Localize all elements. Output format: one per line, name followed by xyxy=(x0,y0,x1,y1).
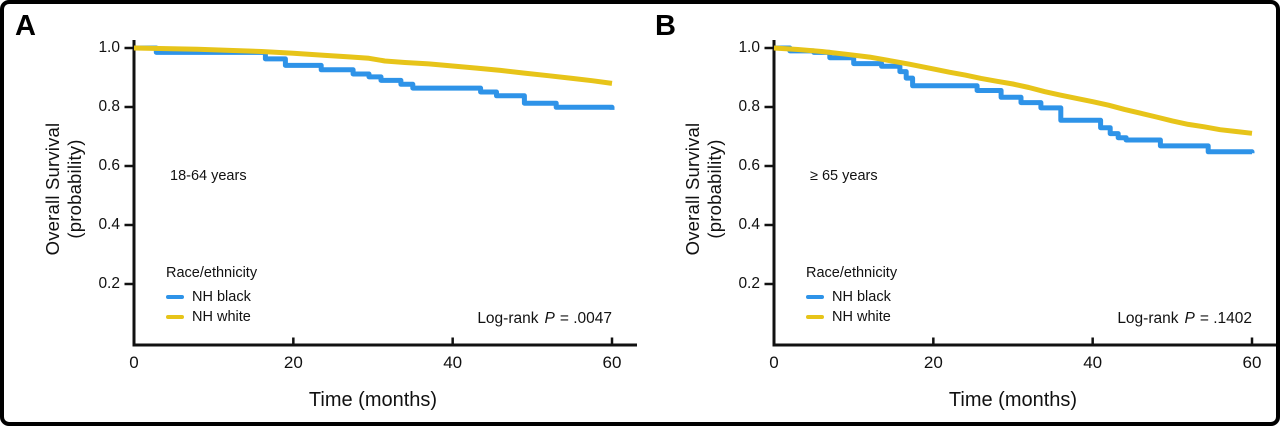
x-tick-label: 0 xyxy=(769,353,779,372)
x-tick-label: 40 xyxy=(1083,353,1103,372)
y-tick-label: 0.6 xyxy=(98,157,120,174)
legend-title: Race/ethnicity xyxy=(166,265,258,281)
curve-nh-black xyxy=(774,45,1255,155)
panel-a-plot xyxy=(124,40,637,347)
legend-rows: NH black NH white xyxy=(166,287,257,327)
curve-nh-white xyxy=(773,45,1253,136)
panel-b-label: B xyxy=(655,10,676,42)
panel-b: B Overall Survival (probability) ≥ 65 ye… xyxy=(644,4,1276,422)
y-tick-label: 0.6 xyxy=(738,157,760,174)
logrank-stat: Log-rank P = .1402 xyxy=(774,310,1252,328)
curve-nh-black xyxy=(134,45,615,110)
legend-swatch-nh-black xyxy=(806,294,824,300)
x-axis-title: Time (months) xyxy=(308,389,438,411)
logrank-p-symbol: P xyxy=(1184,310,1195,327)
y-tick-label: 0.2 xyxy=(738,275,760,292)
y-tick-label: 1.0 xyxy=(98,39,120,56)
curve-nh-white xyxy=(133,45,613,86)
legend-swatch-nh-white xyxy=(806,314,824,320)
legend-item-nh-white: NH white xyxy=(166,307,257,327)
legend-swatch-nh-black xyxy=(166,294,184,300)
legend-item-nh-black: NH black xyxy=(806,287,897,307)
panel-a: A Overall Survival (probability) 18-64 y… xyxy=(4,4,644,422)
x-tick-label: 20 xyxy=(283,353,303,372)
panel-b-plot xyxy=(764,40,1276,347)
logrank-label: Log-rank xyxy=(477,310,539,327)
legend-item-nh-white: NH white xyxy=(806,307,897,327)
legend-swatch-nh-white xyxy=(166,314,184,320)
logrank-label: Log-rank xyxy=(1117,310,1179,327)
y-tick-label: 0.4 xyxy=(738,216,760,233)
logrank-stat: Log-rank P = .0047 xyxy=(134,310,612,328)
panel-a-label: A xyxy=(15,10,36,42)
x-axis-title: Time (months) xyxy=(948,389,1078,411)
age-group-annotation: 18-64 years xyxy=(170,168,247,184)
y-tick-label: 1.0 xyxy=(738,39,760,56)
y-tick-label: 0.2 xyxy=(98,275,120,292)
x-tick-label: 60 xyxy=(602,353,622,372)
x-tick-label: 20 xyxy=(923,353,943,372)
y-tick-label: 0.8 xyxy=(738,98,760,115)
y-axis-title: Overall Survival (probability) xyxy=(682,122,725,256)
legend: Race/ethnicity NH black NH white xyxy=(166,265,257,327)
legend-title: Race/ethnicity xyxy=(806,265,898,281)
legend-label-nh-white: NH white xyxy=(832,309,891,325)
x-tick-label: 60 xyxy=(1242,353,1262,372)
x-tick-label: 40 xyxy=(443,353,463,372)
age-group-annotation: ≥ 65 years xyxy=(810,168,878,184)
legend-rows: NH black NH white xyxy=(806,287,897,327)
y-tick-label: 0.4 xyxy=(98,216,120,233)
y-axis-title: Overall Survival (probability) xyxy=(42,122,85,256)
logrank-p-symbol: P xyxy=(544,310,555,327)
y-tick-label: 0.8 xyxy=(98,98,120,115)
legend-label-nh-white: NH white xyxy=(192,309,251,325)
legend: Race/ethnicity NH black NH white xyxy=(806,265,897,327)
logrank-value: = .1402 xyxy=(1199,310,1252,327)
legend-label-nh-black: NH black xyxy=(832,289,891,305)
x-tick-label: 0 xyxy=(129,353,139,372)
legend-label-nh-black: NH black xyxy=(192,289,251,305)
legend-item-nh-black: NH black xyxy=(166,287,257,307)
logrank-value: = .0047 xyxy=(559,310,612,327)
